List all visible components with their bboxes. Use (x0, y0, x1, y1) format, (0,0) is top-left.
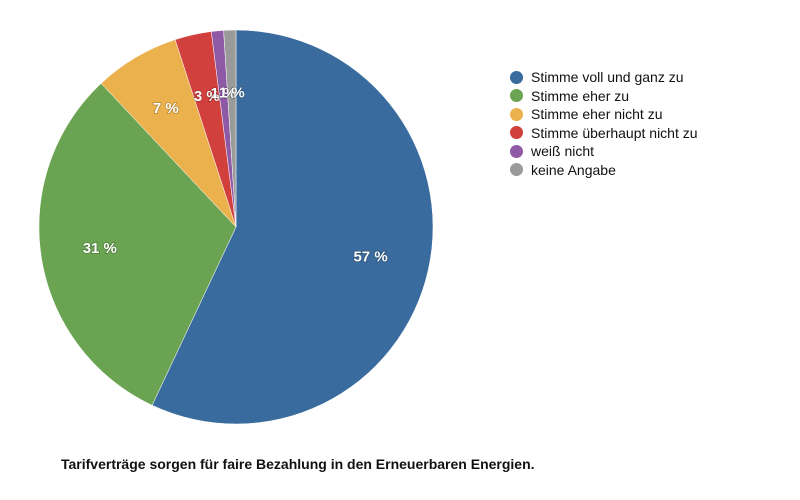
pie-slice-stimme-voll-und-ganz-zu (151, 29, 434, 425)
legend-swatch (510, 126, 523, 140)
legend-swatch (510, 89, 523, 103)
legend-swatch (510, 70, 523, 84)
pie-slices (38, 29, 434, 425)
legend-swatch (510, 163, 523, 177)
slice-value-label: 31 % (83, 240, 117, 257)
legend-item-keine-angabe: keine Angabe (510, 161, 698, 180)
slice-value-label: 7 % (153, 100, 179, 117)
legend-item-weiss-nicht: weiß nicht (510, 142, 698, 161)
legend-item-stimme-voll-und-ganz-zu: Stimme voll und ganz zu (510, 68, 698, 87)
legend-swatch (510, 107, 523, 121)
slice-value-label: 1 % (210, 85, 236, 102)
pie-slice-stimme-eher-zu (38, 83, 237, 406)
chart-title: Tarifverträge sorgen für faire Bezahlung… (61, 456, 535, 472)
legend-label: weiß nicht (531, 143, 595, 160)
slice-value-label: 3 % (194, 88, 220, 105)
pie-slice-keine-angabe (223, 29, 237, 228)
slice-value-label: 1 % (219, 85, 245, 102)
legend-item-stimme-eher-zu: Stimme eher zu (510, 87, 698, 106)
legend-label: Stimme überhaupt nicht zu (531, 124, 698, 141)
legend-label: Stimme eher zu (531, 87, 630, 104)
legend-label: Stimme voll und ganz zu (531, 69, 684, 86)
legend-item-stimme-eher-nicht-zu: Stimme eher nicht zu (510, 105, 698, 124)
legend-swatch (510, 144, 523, 158)
chart-legend: Stimme voll und ganz zu Stimme eher zu Sti… (510, 68, 698, 179)
slice-value-label: 57 % (353, 249, 387, 266)
legend-item-stimme-ueberhaupt-nicht-zu: Stimme überhaupt nicht zu (510, 124, 698, 143)
legend-label: keine Angabe (531, 161, 616, 178)
legend-label: Stimme eher nicht zu (531, 106, 663, 123)
pie-slice-labels: 57 % 31 % 7 % 3 %1 %1 % (82, 84, 388, 266)
